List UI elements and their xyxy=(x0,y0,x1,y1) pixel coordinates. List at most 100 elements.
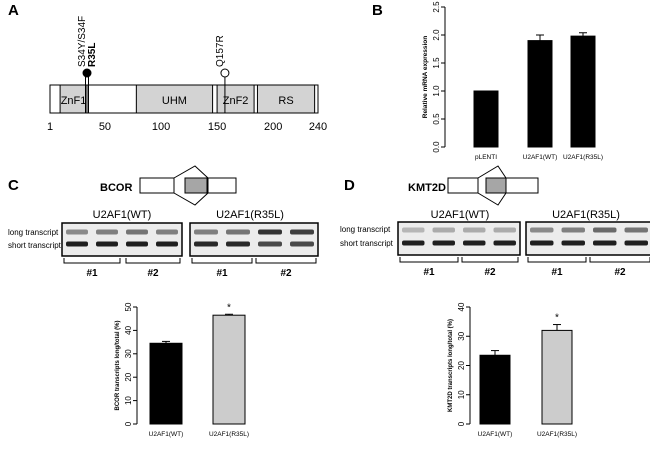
y-tick-label: 20 xyxy=(124,372,133,381)
gel-band xyxy=(96,241,118,247)
gel-band xyxy=(66,229,88,235)
panel-d-exon-diagram xyxy=(447,165,539,206)
gel-band xyxy=(194,241,218,247)
y-axis-label: BCOR transcripts long/total (%) xyxy=(115,320,121,410)
replicate-bracket xyxy=(399,257,459,263)
gel-band xyxy=(493,240,516,246)
y-tick-label: 10 xyxy=(124,396,133,405)
bar-u2af1-r35l- xyxy=(212,314,246,425)
y-tick-label: 0 xyxy=(124,421,133,426)
y-tick-label: 1.0 xyxy=(432,85,441,97)
panel-c-gene-name: BCOR xyxy=(100,182,132,194)
replicate-label: #1 xyxy=(423,267,435,278)
y-tick-label: 50 xyxy=(124,302,133,311)
bar-u2af1-wt- xyxy=(149,342,183,425)
domain-label-znf2: ZnF2 xyxy=(223,95,249,107)
gel-band xyxy=(561,240,585,246)
gel-frame xyxy=(525,221,650,256)
domain-uhm xyxy=(135,84,214,114)
gel-band xyxy=(226,229,250,235)
gel-band xyxy=(156,241,178,247)
panel-d-gel-title-1: U2AF1(WT) xyxy=(431,209,490,221)
y-tick-label: 0.0 xyxy=(432,141,441,153)
x-category-label: U2AF1(R35L) xyxy=(209,431,249,438)
gel-band xyxy=(402,227,425,233)
gel-band xyxy=(156,229,178,235)
gel-band xyxy=(432,240,455,246)
replicate-bracket xyxy=(63,258,121,264)
y-tick-label: 2.0 xyxy=(432,29,441,41)
x-category-label: U2AF1(WT) xyxy=(478,431,513,438)
y-tick-label: 2.5 xyxy=(432,1,441,13)
domain-label-znf1: ZnF1 xyxy=(61,95,87,107)
gel-band xyxy=(530,240,554,246)
domain-label-rs: RS xyxy=(278,95,293,107)
y-tick-label: 40 xyxy=(457,302,466,311)
y-tick-label: 10 xyxy=(457,390,466,399)
a-axis-tick-label: 1 xyxy=(47,121,53,133)
significance-marker: * xyxy=(555,313,559,324)
replicate-label: #2 xyxy=(280,268,292,279)
a-axis-tick-label: 100 xyxy=(152,121,170,133)
panel-d-band-short: short transcript xyxy=(340,239,394,248)
bar-u2af1-wt- xyxy=(479,354,511,425)
panel-c-letter: C xyxy=(8,177,19,194)
domain-rs xyxy=(256,84,316,114)
replicate-label: #1 xyxy=(216,268,228,279)
gel-band xyxy=(226,241,250,247)
panel-c-gel-title-2: U2AF1(R35L) xyxy=(216,209,284,221)
mutation-label: S34Y/S34F xyxy=(77,16,88,67)
bar-u2af1-r35l- xyxy=(541,329,573,425)
panel-c: C BCOR U2AF1(WT) U2AF1(R35L) long transc… xyxy=(8,165,319,438)
x-category-label: pLENTI xyxy=(475,154,497,161)
gel-band xyxy=(290,241,314,247)
panel-d-band-long: long transcript xyxy=(340,225,391,234)
replicate-bracket xyxy=(191,258,253,264)
bar-u2af1-wt- xyxy=(527,40,553,148)
bar-u2af1-r35l- xyxy=(570,35,596,148)
y-tick-label: 30 xyxy=(124,349,133,358)
gel-band xyxy=(561,227,585,233)
panel-d-letter: D xyxy=(344,177,355,194)
mutation-label: Q157R xyxy=(215,35,226,67)
gel-band xyxy=(432,227,455,233)
gel-band xyxy=(463,240,486,246)
panel-b-letter: B xyxy=(372,2,383,19)
x-category-label: U2AF1(R35L) xyxy=(537,431,577,438)
gel-band xyxy=(593,227,617,233)
panel-d-gene-name: KMT2D xyxy=(408,182,446,194)
y-axis-label: KMT2D transcripts long/total (%) xyxy=(448,319,454,412)
panel-d-gel-1 xyxy=(397,221,521,256)
a-axis-tick-label: 50 xyxy=(99,121,111,133)
x-category-label: U2AF1(R35L) xyxy=(563,154,603,161)
gel-band xyxy=(624,227,648,233)
gel-band xyxy=(290,229,314,235)
replicate-label: #2 xyxy=(484,267,496,278)
a-axis-tick-label: 240 xyxy=(309,121,327,133)
bar-plenti xyxy=(473,90,499,148)
gel-frame xyxy=(61,222,183,257)
gel-band xyxy=(593,240,617,246)
replicate-bracket xyxy=(461,257,519,263)
significance-marker: * xyxy=(227,302,231,313)
replicate-label: #2 xyxy=(147,268,159,279)
panel-a: A ZnF1 UHM ZnF2 RS 1 50 100 150 200 240 S34Y/S34… xyxy=(8,2,327,133)
y-axis-label: Relative mRNA expression xyxy=(422,36,429,119)
gel-band xyxy=(96,229,118,235)
y-tick-label: 20 xyxy=(457,361,466,370)
x-category-label: U2AF1(WT) xyxy=(149,431,184,438)
y-tick-label: 40 xyxy=(124,325,133,334)
panel-d-gel-2 xyxy=(525,221,650,256)
y-tick-label: 0.5 xyxy=(432,113,441,125)
replicate-bracket xyxy=(125,258,181,264)
panel-d-gel-title-2: U2AF1(R35L) xyxy=(552,209,620,221)
domain-znf2 xyxy=(216,84,255,114)
y-tick-label: 0 xyxy=(457,421,466,426)
panel-a-letter: A xyxy=(8,2,19,19)
domain-label-uhm: UHM xyxy=(162,95,187,107)
mutation-marker xyxy=(82,68,92,78)
replicate-bracket xyxy=(589,257,650,263)
gel-band xyxy=(194,229,218,235)
